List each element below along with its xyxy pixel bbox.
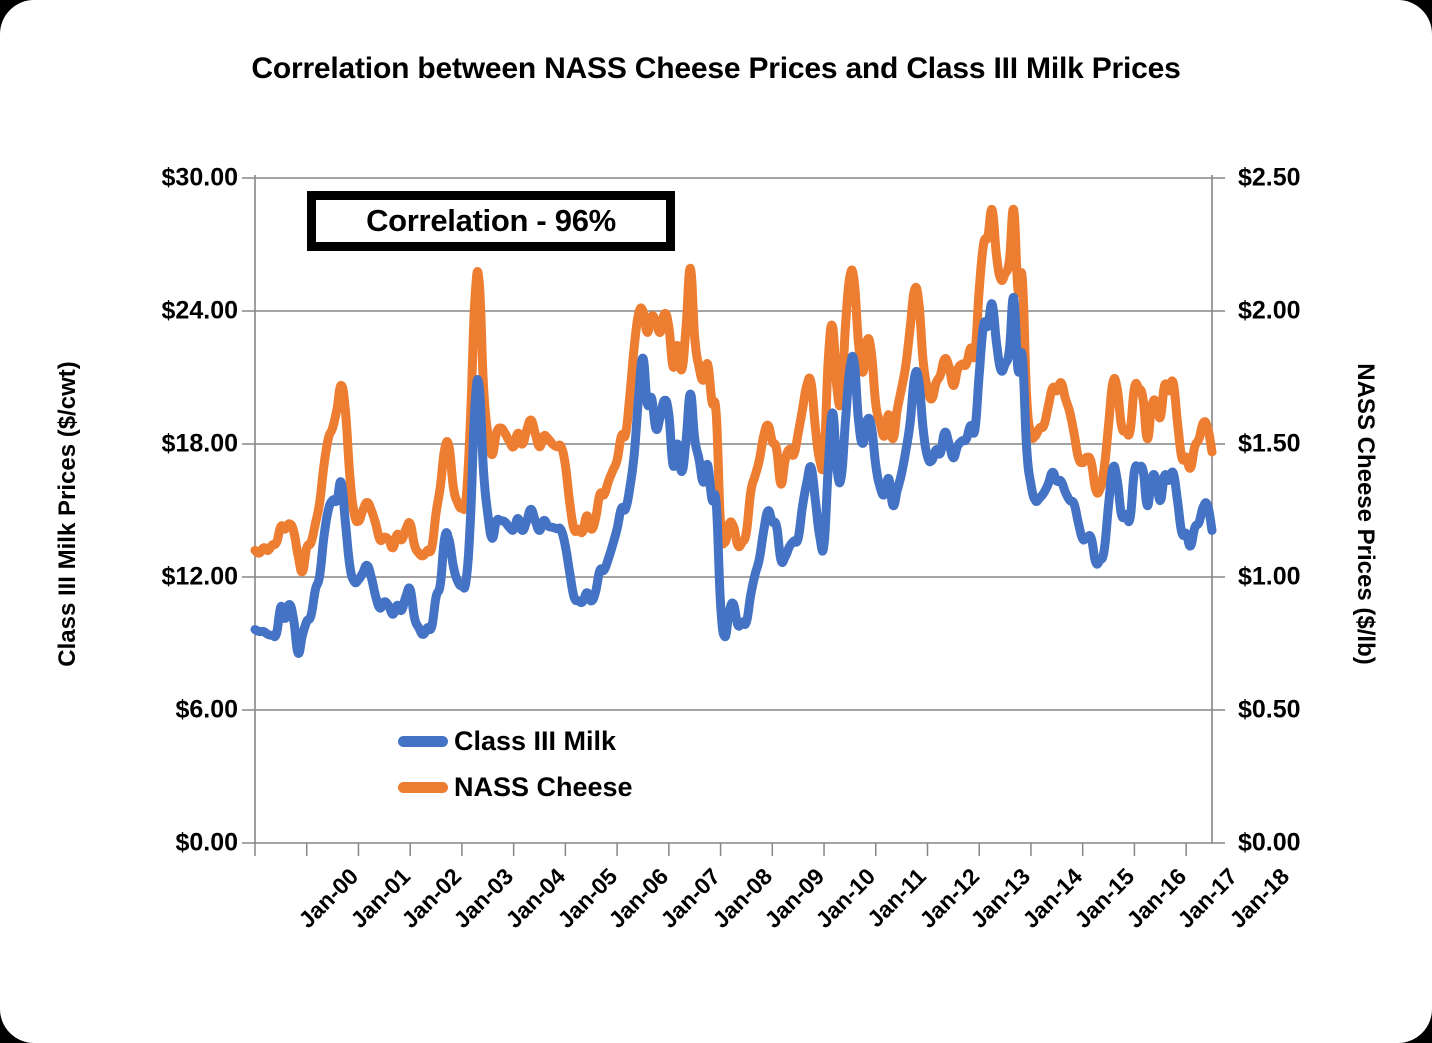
correlation-annotation-box: Correlation - 96% bbox=[307, 191, 675, 251]
legend-label-class-iii-milk: Class III Milk bbox=[454, 725, 617, 756]
y-axis-right-tick-label: $2.00 bbox=[1238, 296, 1301, 325]
legend-swatch-class-iii-milk bbox=[398, 735, 448, 747]
y-axis-left-tick-label: $0.00 bbox=[175, 828, 238, 857]
y-axis-right-tick-label: $2.50 bbox=[1238, 163, 1301, 192]
y-axis-left-tick-label: $18.00 bbox=[161, 429, 238, 458]
legend-item-class-iii-milk: Class III Milk bbox=[398, 718, 678, 764]
correlation-annotation-text: Correlation - 96% bbox=[366, 203, 616, 238]
y-axis-right-tick-label: $1.00 bbox=[1238, 562, 1301, 591]
legend-label-nass-cheese: NASS Cheese bbox=[454, 771, 633, 802]
y-axis-left-tick-label: $24.00 bbox=[161, 296, 238, 325]
y-axis-left-tick-label: $12.00 bbox=[161, 562, 238, 591]
series-line-class-iii-milk bbox=[250, 293, 1217, 658]
y-axis-left-tick-label: $6.00 bbox=[175, 695, 238, 724]
y-axis-left-tick-label: $30.00 bbox=[161, 163, 238, 192]
legend-swatch-nass-cheese bbox=[398, 781, 448, 793]
series-line-nass-cheese bbox=[250, 205, 1217, 577]
chart-legend: Class III Milk NASS Cheese bbox=[398, 718, 678, 810]
legend-item-nass-cheese: NASS Cheese bbox=[398, 764, 678, 810]
y-axis-right-tick-label: $0.50 bbox=[1238, 695, 1301, 724]
page-title: Correlation between NASS Cheese Prices a… bbox=[251, 52, 1181, 85]
y-axis-right-tick-label: $1.50 bbox=[1238, 429, 1301, 458]
y-axis-right-tick-label: $0.00 bbox=[1238, 828, 1301, 857]
